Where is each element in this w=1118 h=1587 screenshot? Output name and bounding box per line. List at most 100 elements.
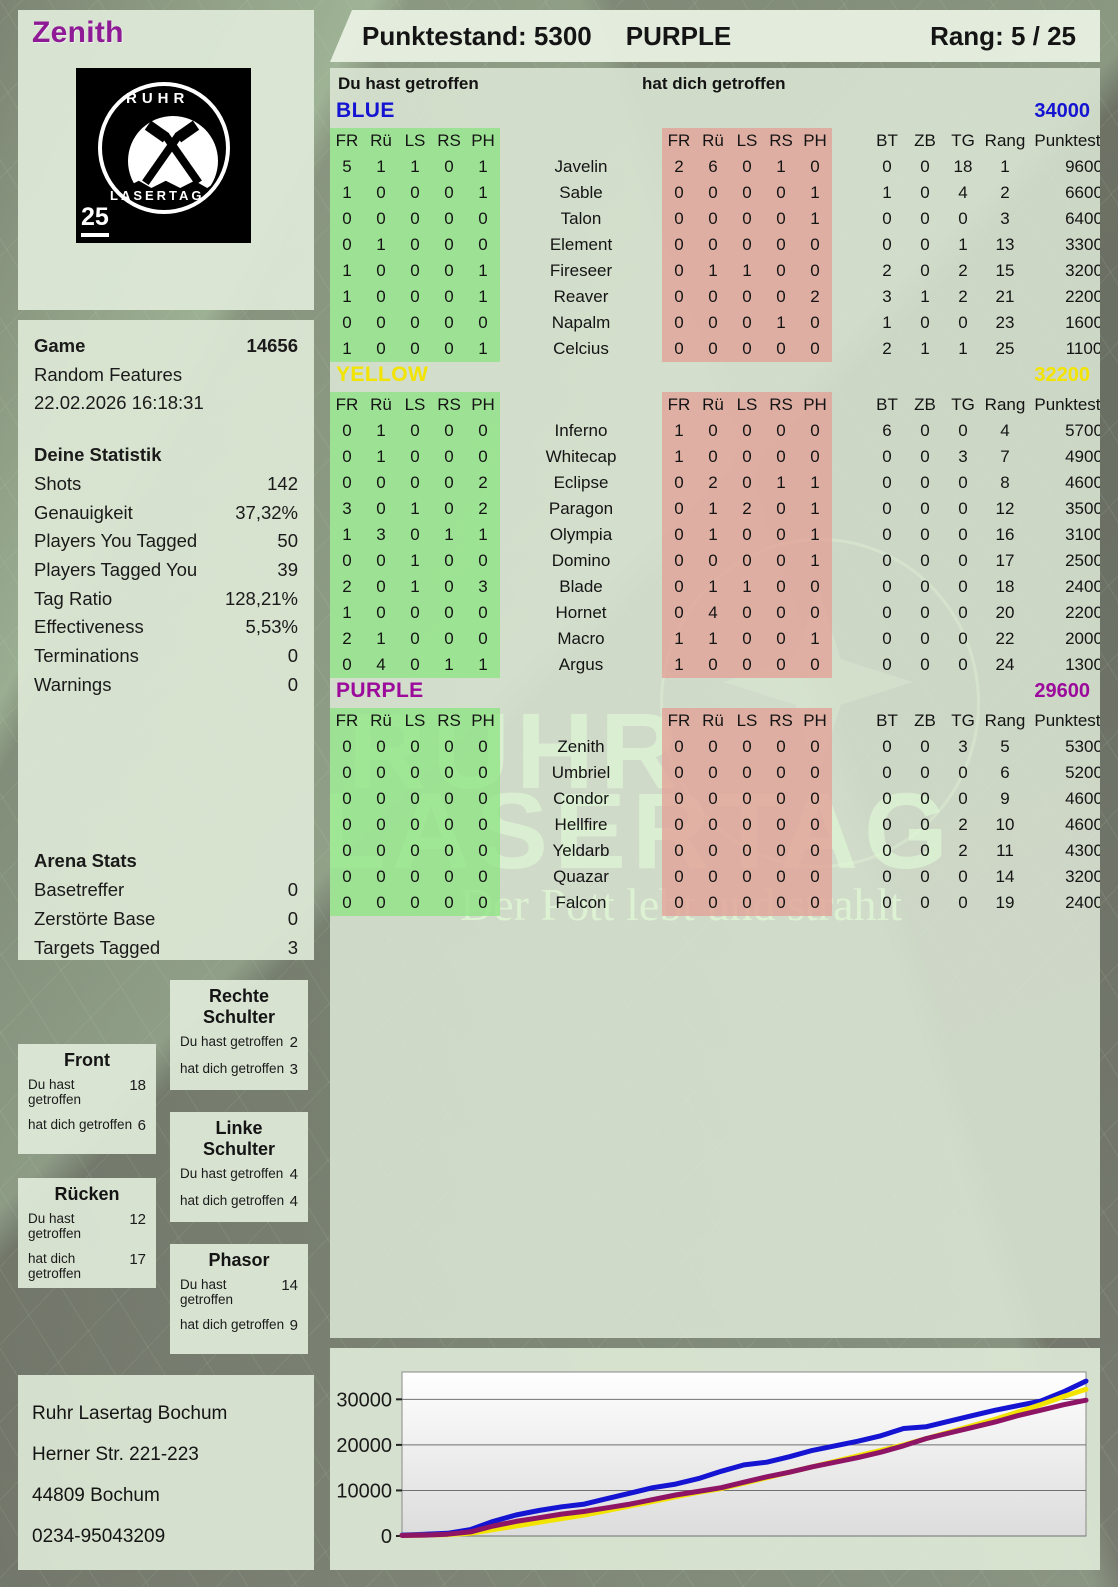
cell-you-tagged: 0 [432,284,466,310]
cell-you-tagged: 0 [330,812,364,838]
col-header-Rang: Rang [984,711,1026,730]
cell-rang: 5 [1000,737,1010,756]
logo-badge-number: 25 [81,203,109,237]
col-header-ZB: ZB [914,395,936,414]
cell-tg: 0 [958,499,968,518]
col-header-left-LS: LS [398,128,432,154]
spacer-cell [500,284,522,310]
chart-line-blue [399,1378,1089,1538]
y-tick-label: 30000 [336,1389,392,1411]
cell-tg: 2 [958,287,968,306]
hitzone-title: Phasor [208,1250,270,1270]
cell-tagged-you: 0 [662,574,696,600]
cell-tagged-you: 0 [696,890,730,916]
col-header-right-RS: RS [764,392,798,418]
cell-rang: 22 [995,629,1015,648]
cell-tg: 2 [958,261,968,280]
col-header-left-Rü: Rü [364,708,398,734]
cell-player-name: Quazar [553,867,609,886]
spacer-cell [640,734,662,760]
col-header-BT: BT [876,711,898,730]
tagged-you-header: hat dich getroffen [642,74,786,93]
cell-score: 6400 [1065,209,1100,228]
cell-tagged-you: 0 [764,890,798,916]
col-header-left-PH: PH [466,708,500,734]
hitzone-row-value: 2 [289,1034,298,1051]
plot-area [401,1371,1087,1537]
cell-zb: 0 [920,893,930,912]
chart-line-purple [399,1397,1089,1538]
spacer-cell [640,496,662,522]
cell-tg: 0 [958,763,968,782]
cell-tagged-you: 1 [696,522,730,548]
hitzone-row: Du hast getroffen 12 [28,1211,146,1241]
cell-tagged-you: 0 [662,812,696,838]
col-header-left-PH: PH [466,128,500,154]
cell-bt: 0 [882,473,892,492]
cell-bt: 0 [882,655,892,674]
hitzone-linke-schulter: Linke Schulter Du hast getroffen 4 hat dich… [170,1112,308,1222]
cell-tagged-you: 1 [696,626,730,652]
cell-tg: 2 [958,815,968,834]
cell-rang: 2 [1000,183,1010,202]
spacer-cell [640,864,662,890]
cell-zb: 0 [920,447,930,466]
cell-tagged-you: 1 [662,626,696,652]
cell-rang: 7 [1000,447,1010,466]
cell-you-tagged: 0 [330,418,364,444]
cell-tagged-you: 0 [798,786,832,812]
cell-zb: 0 [920,209,930,228]
team-header: BLUE 34000 [330,98,1100,128]
cell-bt: 2 [882,261,892,280]
spacer-cell [500,154,522,180]
col-header-right-PH: PH [798,128,832,154]
cell-tagged-you: 0 [730,310,764,336]
cell-you-tagged: 0 [398,444,432,470]
cell-tagged-you: 0 [662,232,696,258]
cell-bt: 0 [882,789,892,808]
spacer-cell [500,336,522,362]
cell-tagged-you: 0 [662,258,696,284]
cell-tagged-you: 0 [696,444,730,470]
cell-player-name: Javelin [554,157,608,176]
cell-bt: 0 [882,235,892,254]
cell-you-tagged: 0 [466,734,500,760]
col-header-left-FR: FR [330,128,364,154]
spacer-cell [832,734,868,760]
hitzone-row-label: Du hast getroffen [180,1166,284,1181]
cell-tg: 0 [958,603,968,622]
player-name-header [522,708,640,734]
cell-player-name: Sable [559,183,603,202]
col-header-right-LS: LS [730,128,764,154]
hitzone-row-value: 4 [289,1193,298,1210]
hitzone-row: hat dich getroffen 4 [180,1193,298,1210]
col-header-right-FR: FR [662,392,696,418]
logo-bottom-text: LASERTAG [110,188,205,203]
spacer-cell [832,392,868,418]
